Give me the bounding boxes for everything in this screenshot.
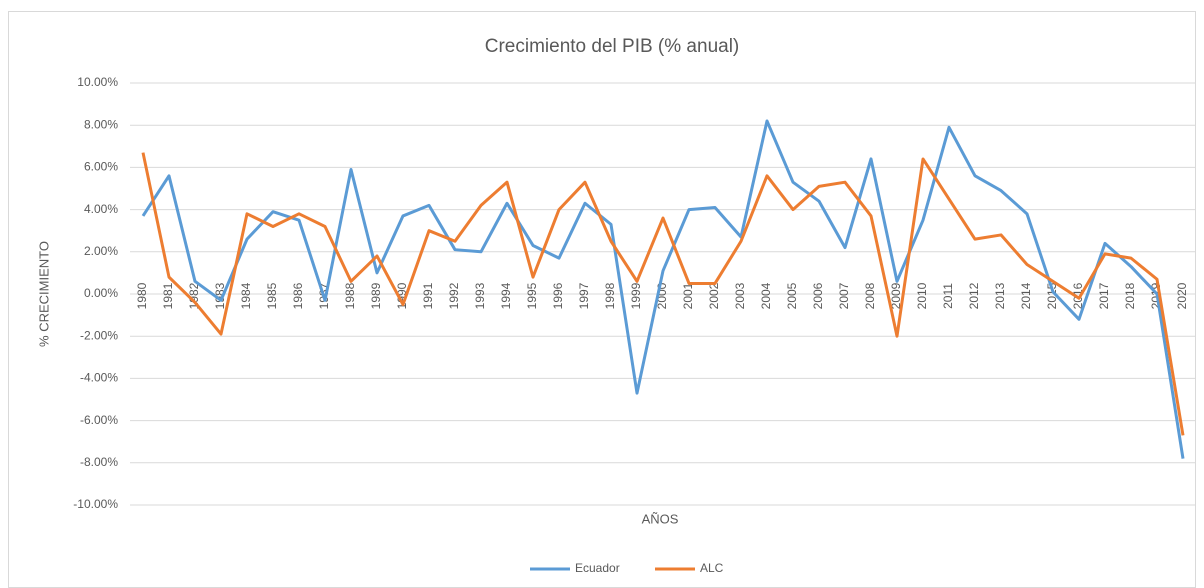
x-tick-label: 1998 (603, 282, 617, 309)
x-tick-label: 2012 (967, 282, 981, 309)
y-tick-label: -4.00% (80, 371, 118, 385)
chart-border (8, 11, 1196, 588)
x-tick-label: 1980 (135, 282, 149, 309)
x-tick-label: 1984 (239, 282, 253, 309)
x-tick-label: 2020 (1175, 282, 1189, 309)
x-tick-label: 1982 (187, 282, 201, 309)
y-tick-label: -2.00% (80, 328, 118, 342)
y-tick-label: 4.00% (84, 202, 118, 216)
x-tick-label: 2003 (733, 282, 747, 309)
x-tick-label: 1983 (213, 282, 227, 309)
x-tick-label: 2011 (941, 283, 955, 309)
x-tick-label: 1999 (629, 282, 643, 309)
x-axis-label: AÑOS (642, 511, 679, 526)
x-tick-label: 2013 (993, 282, 1007, 309)
x-tick-label: 2001 (681, 282, 695, 309)
x-tick-label: 2015 (1045, 282, 1059, 309)
x-tick-label: 1992 (447, 282, 461, 309)
x-tick-label: 1994 (499, 282, 513, 309)
x-tick-label: 2017 (1097, 282, 1111, 309)
y-tick-label: 6.00% (84, 160, 118, 174)
series-line (141, 152, 1185, 436)
y-tick-label: -6.00% (80, 413, 118, 427)
y-tick-label: -8.00% (80, 455, 118, 469)
x-tick-label: 1986 (291, 282, 305, 309)
x-tick-label: 1985 (265, 282, 279, 309)
x-tick-label: 2006 (811, 282, 825, 309)
y-tick-label: 0.00% (84, 286, 118, 300)
legend-label: Ecuador (575, 561, 620, 575)
y-tick-label: 8.00% (84, 117, 118, 131)
x-tick-label: 2016 (1071, 282, 1085, 309)
y-tick-label: 2.00% (84, 244, 118, 258)
y-axis-label: % CRECIMIENTO (36, 241, 51, 347)
x-tick-label: 2018 (1123, 282, 1137, 309)
x-tick-label: 1993 (473, 282, 487, 309)
x-tick-label: 2002 (707, 282, 721, 309)
y-tick-label: 10.00% (77, 75, 118, 89)
x-tick-label: 2009 (889, 282, 903, 309)
x-tick-label: 1989 (369, 282, 383, 309)
chart-title: Crecimiento del PIB (% anual) (485, 36, 740, 57)
x-tick-label: 1995 (525, 282, 539, 309)
x-tick-label: 1981 (161, 282, 175, 309)
x-tick-label: 1997 (577, 282, 591, 309)
y-tick-label: -10.00% (73, 497, 118, 511)
x-tick-label: 1996 (551, 282, 565, 309)
x-tick-label: 2007 (837, 282, 851, 309)
x-tick-label: 1990 (395, 282, 409, 309)
x-tick-label: 2014 (1019, 282, 1033, 309)
x-tick-label: 2005 (785, 282, 799, 309)
x-tick-label: 1988 (343, 282, 357, 309)
x-tick-label: 2008 (863, 282, 877, 309)
x-tick-label: 2004 (759, 282, 773, 309)
legend-label: ALC (700, 561, 724, 575)
series-line (141, 119, 1185, 459)
x-tick-label: 2010 (915, 282, 929, 309)
x-tick-label: 1991 (421, 282, 435, 309)
